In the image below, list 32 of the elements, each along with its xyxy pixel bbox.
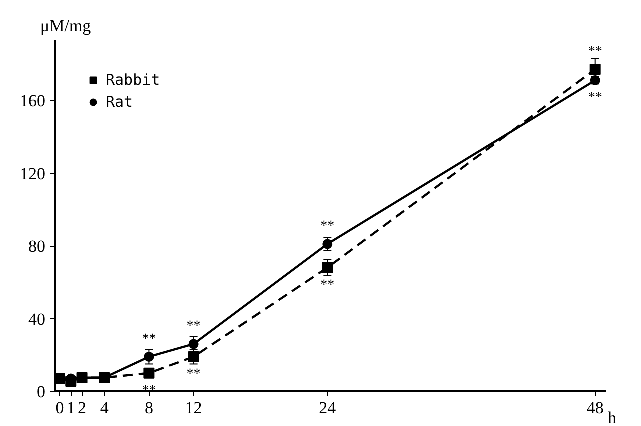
y-tick-label: 40 <box>28 310 46 329</box>
y-tick-label: 0 <box>37 382 46 402</box>
x-tick-label: 1 <box>66 398 76 418</box>
point <box>188 351 200 362</box>
x-tick-label: 8 <box>144 398 154 418</box>
annotation: ** <box>142 383 156 398</box>
x-tick-label: 0 <box>56 398 64 418</box>
y-tick-label: 120 <box>20 164 46 184</box>
x-tick-label: 4 <box>100 398 110 418</box>
point <box>144 368 155 379</box>
x-tick-label: 48 <box>586 398 604 418</box>
point <box>144 352 154 362</box>
x-axis-title: h <box>608 408 617 426</box>
point <box>188 339 199 350</box>
annotation: ** <box>588 44 602 60</box>
annotation: ** <box>320 219 335 234</box>
x-tick-label: 2 <box>78 398 87 418</box>
x-tick-label: 24 <box>319 398 337 418</box>
point <box>322 262 334 274</box>
y-tick-label: 80 <box>28 237 46 256</box>
annotation: ** <box>186 366 201 382</box>
x-tick-label: 12 <box>185 398 202 418</box>
annotation: ** <box>320 278 335 293</box>
legend-label: Rat <box>106 93 134 111</box>
y-tick-label: 160 <box>20 92 46 111</box>
annotation: ** <box>588 90 602 106</box>
point <box>322 239 333 250</box>
y-axis-title: μM/mg <box>40 16 92 36</box>
legend-label: Rabbit <box>106 71 160 89</box>
annotation: ** <box>186 319 201 334</box>
annotation: ** <box>142 332 156 347</box>
point <box>590 64 601 76</box>
